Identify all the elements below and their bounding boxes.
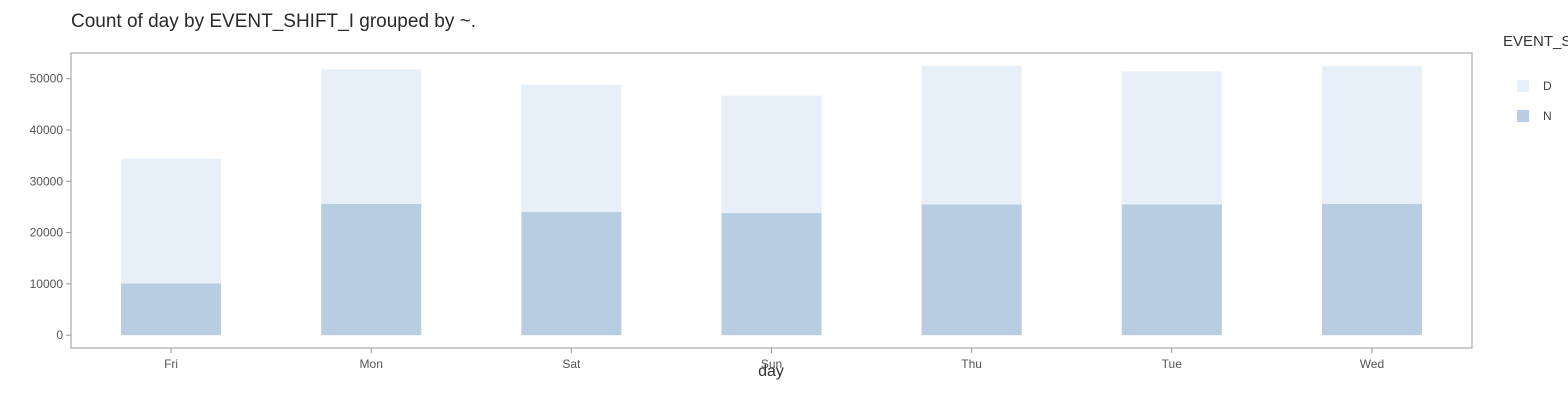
y-tick-label: 0 bbox=[56, 328, 63, 342]
legend-swatch-N[interactable] bbox=[1517, 110, 1529, 122]
y-tick-label: 40000 bbox=[30, 123, 64, 137]
x-tick-label: Mon bbox=[360, 357, 383, 371]
x-tick-label: Wed bbox=[1360, 357, 1384, 371]
x-tick-label: Tue bbox=[1162, 357, 1183, 371]
bar-N-Sun[interactable] bbox=[721, 213, 822, 336]
bar-N-Wed[interactable] bbox=[1321, 203, 1422, 336]
bar-N-Sat[interactable] bbox=[521, 212, 622, 336]
bar-D-Sun[interactable] bbox=[721, 95, 822, 214]
y-tick-label: 10000 bbox=[30, 277, 64, 291]
x-axis-title: day bbox=[758, 363, 784, 380]
bar-D-Thu[interactable] bbox=[921, 65, 1022, 205]
bar-D-Wed[interactable] bbox=[1321, 65, 1422, 204]
y-tick-label: 50000 bbox=[30, 72, 64, 86]
legend-label-D[interactable]: D bbox=[1543, 79, 1552, 93]
x-tick-label: Sun bbox=[761, 357, 782, 371]
bar-N-Mon[interactable] bbox=[321, 203, 422, 336]
bar-D-Fri[interactable] bbox=[121, 158, 222, 284]
legend-swatch-D[interactable] bbox=[1517, 80, 1529, 92]
legend-label-N[interactable]: N bbox=[1543, 109, 1552, 123]
y-tick-label: 30000 bbox=[30, 174, 64, 188]
x-tick-label: Thu bbox=[961, 357, 982, 371]
x-tick-label: Sat bbox=[562, 357, 581, 371]
y-tick-label: 20000 bbox=[30, 226, 64, 240]
plot-area: 0 10000 20000 30000 40000 50000 Fri Mon Sat Sun Th… bbox=[30, 52, 1473, 371]
bar-N-Fri[interactable] bbox=[121, 283, 222, 336]
bar-D-Sat[interactable] bbox=[521, 84, 622, 213]
bar-D-Mon[interactable] bbox=[321, 69, 422, 204]
bar-N-Tue[interactable] bbox=[1121, 204, 1222, 336]
chart-title: Count of day by EVENT_SHIFT_I grouped by… bbox=[71, 11, 476, 32]
legend-title: EVENT_S bbox=[1503, 33, 1568, 50]
bar-N-Thu[interactable] bbox=[921, 204, 1022, 336]
legend[interactable]: EVENT_S D N bbox=[1503, 33, 1568, 123]
bar-D-Tue[interactable] bbox=[1121, 71, 1222, 205]
x-tick-label: Fri bbox=[164, 357, 178, 371]
